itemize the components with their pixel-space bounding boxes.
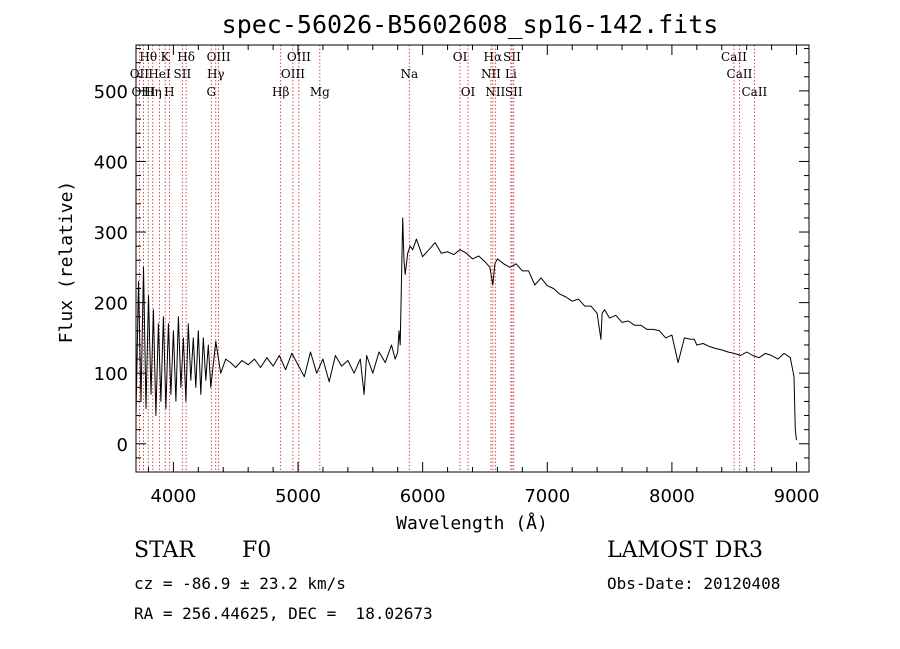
ra-dec-coordinates: RA = 256.44625, DEC = 18.02673	[134, 604, 433, 623]
spectral-line-label: CaII	[721, 50, 747, 64]
axis-ticks-layer: 4000 5000 6000 7000 8000 9000 0 100 200 300 400 500	[94, 45, 820, 507]
y-tick-label: 500	[94, 82, 128, 103]
spectral-line-label: Li	[505, 67, 517, 81]
object-class: STAR	[134, 538, 195, 563]
series-layer	[135, 217, 797, 441]
spectral-line-label: Mg	[310, 85, 330, 99]
spectral-line-label: OIII	[287, 50, 311, 64]
x-tick-label: 9000	[774, 486, 820, 507]
spectral-line-label: OIII	[207, 50, 231, 64]
spectral-line-label: H	[164, 85, 174, 99]
spectral-line-label: Hγ	[207, 67, 225, 81]
spectral-line-label: Hθ	[139, 50, 157, 64]
spectral-line-label: OI	[461, 85, 476, 99]
spectral-line-label: Hδ	[177, 50, 195, 64]
spectral-line-label: Hβ	[272, 85, 289, 99]
spectral-line-label: Na	[400, 67, 418, 81]
y-tick-label: 0	[117, 435, 128, 456]
spectral-line-label: OI	[453, 50, 468, 64]
y-tick-label: 400	[94, 152, 128, 173]
chart-title: spec-56026-B5602608_sp16-142.fits	[222, 10, 719, 39]
object-subclass: F0	[242, 538, 272, 563]
spectral-line-label: G	[206, 85, 216, 99]
spectral-line-label: Hα	[484, 50, 503, 64]
y-tick-label: 100	[94, 364, 128, 385]
spectral-line-label: K	[161, 50, 171, 64]
x-axis-label: Wavelength (Å)	[396, 512, 548, 534]
spectral-line-label: OII	[130, 67, 150, 81]
spectral-line-label: NII	[481, 67, 501, 81]
y-tick-label: 300	[94, 223, 128, 244]
spectral-line-label: CaII	[741, 85, 767, 99]
x-tick-label: 6000	[400, 486, 446, 507]
spectral-line-label: HeI	[148, 67, 171, 81]
spectral-line-label: SII	[503, 50, 521, 64]
spectral-line-label: OIII	[281, 67, 305, 81]
spectral-line-label: OIII	[131, 85, 155, 99]
observation-date: Obs-Date: 20120408	[607, 574, 781, 593]
x-tick-label: 7000	[524, 486, 570, 507]
spectral-line-label: NII	[485, 85, 505, 99]
x-tick-label: 5000	[275, 486, 321, 507]
spectral-line-label: SII	[505, 85, 523, 99]
spectral-line-label: CaII	[727, 67, 753, 81]
y-axis-label: Flux (relative)	[56, 181, 77, 344]
x-tick-label: 4000	[150, 486, 196, 507]
spectral-line-label: Hη	[144, 85, 162, 99]
survey-name: LAMOST DR3	[607, 538, 763, 563]
x-tick-label: 8000	[649, 486, 695, 507]
y-tick-label: 200	[94, 294, 128, 315]
flux-series-line	[135, 217, 797, 441]
spectral-line-label: SII	[174, 67, 192, 81]
redshift-cz: cz = -86.9 ± 23.2 km/s	[134, 574, 346, 593]
